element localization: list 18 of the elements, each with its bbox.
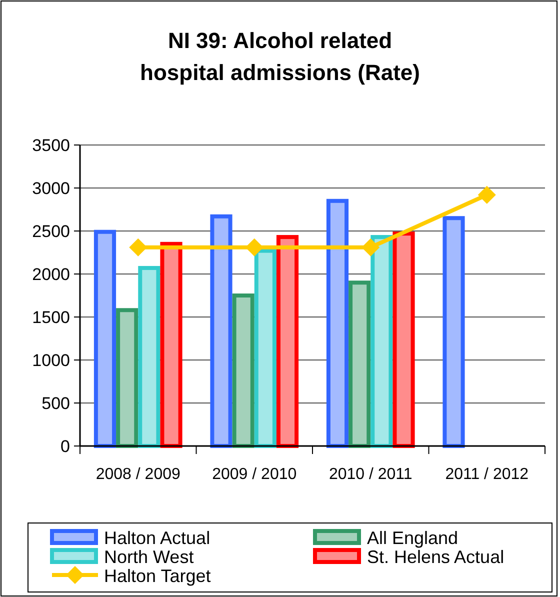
y-tick-label: 1000 [32, 351, 70, 370]
y-tick-label: 2000 [32, 265, 70, 284]
x-tick-label: 2008 / 2009 [96, 466, 180, 483]
y-tick-label: 1500 [32, 308, 70, 327]
y-tick-label: 500 [42, 394, 70, 413]
y-tick-label: 3000 [32, 179, 70, 198]
chart-title: NI 39: Alcohol related hospital admissions (Rate) [140, 28, 420, 85]
legend-label: All England [367, 528, 458, 548]
x-tick-label: 2009 / 2010 [212, 466, 297, 483]
y-tick-label: 0 [60, 437, 70, 456]
legend-label: North West [104, 547, 194, 567]
legend-label: St. Helens Actual [367, 547, 504, 567]
y-tick-label: 3500 [32, 136, 70, 155]
y-tick-label: 2500 [32, 222, 70, 241]
legend-label: Halton Target [104, 566, 211, 586]
legend-label: Halton Actual [104, 528, 210, 548]
x-tick-label: 2010 / 2011 [328, 466, 412, 483]
x-tick-label: 2011 / 2012 [445, 466, 529, 483]
